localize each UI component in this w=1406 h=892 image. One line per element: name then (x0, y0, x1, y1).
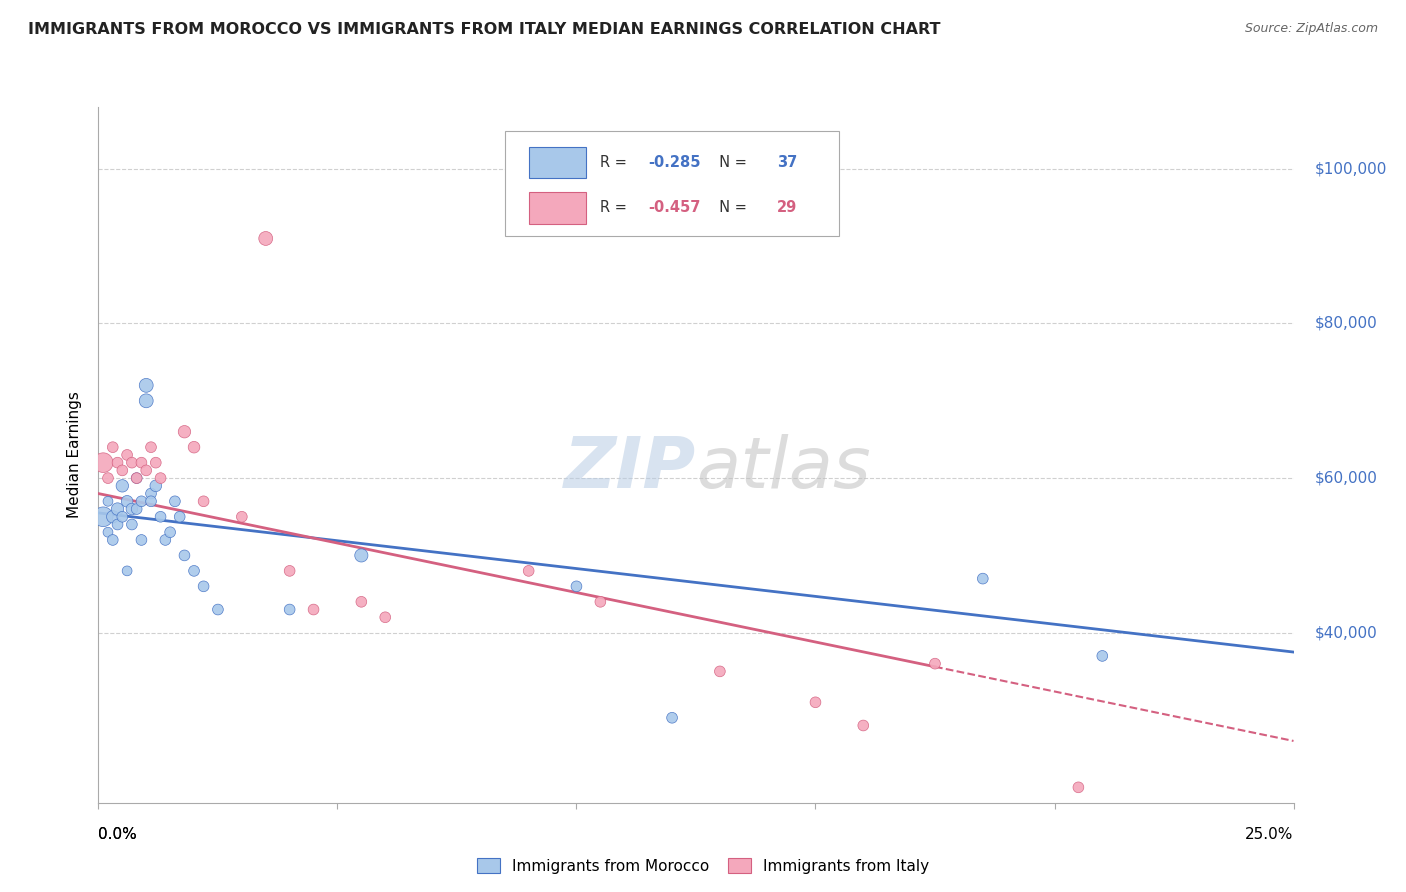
Point (278, 602, 301, 616)
Text: $60,000: $60,000 (1315, 471, 1378, 485)
Point (97, 525, 120, 540)
Point (207, 602, 229, 616)
Point (589, 595, 612, 609)
Point (125, 502, 148, 516)
Point (131, 456, 153, 470)
Point (231, 509, 253, 524)
Text: R =: R = (600, 154, 631, 169)
Point (131, 494, 153, 508)
Text: -0.285: -0.285 (648, 154, 700, 169)
Legend: Immigrants from Morocco, Immigrants from Italy: Immigrants from Morocco, Immigrants from… (471, 852, 935, 880)
Point (254, 231, 277, 245)
Point (91, 456, 114, 470)
Point (135, 393, 157, 408)
Point (173, 549, 195, 563)
Text: 25.0%: 25.0% (1246, 827, 1294, 841)
Point (121, 517, 143, 532)
Point (193, 579, 215, 593)
Point (121, 502, 143, 516)
Point (139, 440, 162, 454)
Y-axis label: Median Earnings: Median Earnings (67, 392, 83, 518)
Point (115, 564, 138, 578)
Point (107, 517, 129, 532)
Point (374, 610, 396, 624)
Point (139, 486, 162, 500)
Text: $80,000: $80,000 (1315, 316, 1378, 331)
Point (111, 463, 134, 477)
Point (159, 525, 181, 540)
Point (972, 572, 994, 586)
Point (139, 494, 162, 508)
Point (163, 494, 186, 508)
Point (121, 456, 143, 470)
Text: ZIP: ZIP (564, 434, 696, 503)
Point (852, 718, 875, 732)
Point (924, 657, 946, 671)
Text: 37: 37 (778, 154, 797, 169)
Point (97, 494, 120, 508)
Point (350, 595, 373, 609)
Point (97, 471, 120, 485)
Point (661, 711, 683, 725)
FancyBboxPatch shape (505, 131, 839, 235)
Point (169, 509, 191, 524)
Point (1091, 648, 1114, 663)
Text: Source: ZipAtlas.com: Source: ZipAtlas.com (1244, 22, 1378, 36)
Point (155, 533, 177, 547)
Text: IMMIGRANTS FROM MOROCCO VS IMMIGRANTS FROM ITALY MEDIAN EARNINGS CORRELATION CHA: IMMIGRANTS FROM MOROCCO VS IMMIGRANTS FR… (28, 22, 941, 37)
Point (804, 695, 827, 709)
Point (302, 602, 325, 616)
Point (173, 425, 195, 439)
Point (125, 471, 148, 485)
Text: -0.457: -0.457 (648, 201, 700, 216)
Point (91, 509, 114, 524)
Point (183, 564, 205, 578)
Text: $100,000: $100,000 (1315, 161, 1386, 177)
Point (193, 494, 215, 508)
Text: $40,000: $40,000 (1315, 625, 1378, 640)
Text: atlas: atlas (696, 434, 870, 503)
Point (278, 564, 301, 578)
Point (107, 502, 129, 516)
Point (135, 463, 157, 477)
FancyBboxPatch shape (529, 146, 586, 178)
Point (101, 440, 124, 454)
Point (149, 509, 172, 524)
Point (101, 509, 124, 524)
Point (145, 479, 167, 493)
FancyBboxPatch shape (529, 193, 586, 224)
Point (149, 471, 172, 485)
Point (145, 456, 167, 470)
Point (565, 579, 588, 593)
Text: R =: R = (600, 201, 631, 216)
Point (1067, 780, 1090, 795)
Point (101, 533, 124, 547)
Point (183, 440, 205, 454)
Point (111, 479, 134, 493)
Point (115, 494, 138, 508)
Text: 29: 29 (778, 201, 797, 216)
Text: 0.0%: 0.0% (98, 827, 138, 841)
Point (350, 549, 373, 563)
Text: N =: N = (710, 201, 752, 216)
Point (709, 665, 731, 679)
Point (111, 509, 134, 524)
Text: 0.0%: 0.0% (98, 827, 138, 841)
Point (125, 471, 148, 485)
Point (131, 533, 153, 547)
Point (517, 564, 540, 578)
Point (115, 448, 138, 462)
Point (107, 456, 129, 470)
Text: N =: N = (710, 154, 752, 169)
Point (135, 378, 157, 392)
